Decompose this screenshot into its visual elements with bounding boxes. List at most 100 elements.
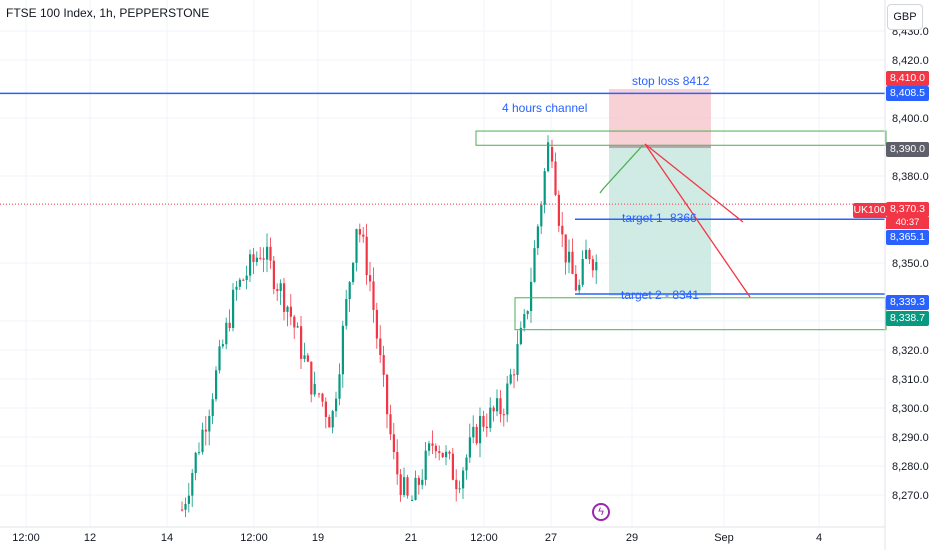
candle-body xyxy=(472,426,475,438)
candle-body xyxy=(386,374,389,415)
candle xyxy=(414,470,417,501)
candle xyxy=(417,475,420,495)
candle xyxy=(300,315,303,370)
candle-body xyxy=(595,262,598,271)
candle xyxy=(262,247,265,273)
candle xyxy=(255,251,258,266)
candle xyxy=(595,254,598,284)
candle xyxy=(421,469,424,490)
candle-body xyxy=(324,401,327,417)
candle xyxy=(568,239,571,274)
time-tick-label: 12 xyxy=(84,532,96,544)
candle xyxy=(225,317,228,350)
candle-body xyxy=(496,398,499,412)
candle-body xyxy=(462,470,465,489)
projection-down-line-2 xyxy=(644,143,751,298)
candle-body xyxy=(451,453,454,480)
candle xyxy=(465,454,468,480)
candle xyxy=(411,495,414,502)
candle xyxy=(331,409,334,434)
candle xyxy=(475,423,478,446)
candle xyxy=(286,305,289,327)
candle xyxy=(365,223,368,285)
candle-body xyxy=(561,225,564,235)
candle xyxy=(228,309,231,332)
candle xyxy=(428,440,431,456)
candle xyxy=(235,280,238,301)
time-tick-label: 12:00 xyxy=(240,532,268,544)
candle-body xyxy=(502,414,505,416)
candle xyxy=(547,135,550,173)
candle-body xyxy=(519,327,522,345)
price-tag-target-2: 8,339.3 xyxy=(886,295,929,310)
candle-body xyxy=(184,503,187,510)
target-1-label: target 1 -8366 xyxy=(622,211,697,225)
candle xyxy=(211,393,214,425)
candle-body xyxy=(365,236,368,276)
candle xyxy=(561,211,564,248)
candle xyxy=(245,265,248,290)
target-2-label: target 2 - 8341 xyxy=(621,288,699,302)
candle xyxy=(458,480,461,494)
candle-body xyxy=(588,249,591,260)
candle-body xyxy=(303,355,306,359)
candle xyxy=(564,234,567,275)
candle-body xyxy=(403,477,406,496)
candle xyxy=(431,430,434,455)
price-tick-label: 8,380.0 xyxy=(892,171,929,183)
candle-body xyxy=(540,204,543,227)
lightning-event-icon[interactable]: ϟ xyxy=(592,503,610,521)
candle-body xyxy=(335,398,338,412)
candle-body xyxy=(191,473,194,496)
candle-body xyxy=(543,171,546,205)
candle-body xyxy=(328,416,331,428)
price-tag-entry: 8,390.0 xyxy=(886,142,929,157)
currency-button[interactable]: GBP xyxy=(887,4,923,30)
candle-body xyxy=(355,229,358,263)
projection-down-line-1 xyxy=(644,143,744,223)
candle-body xyxy=(310,361,313,395)
price-tick-label: 8,420.0 xyxy=(892,55,929,67)
candle-body xyxy=(375,309,378,339)
time-axis: 12:00 12 14 12:00 19 21 12:00 27 29 Sep 4 xyxy=(0,526,885,544)
price-tick-label: 8,270.0 xyxy=(892,490,929,502)
candle-body xyxy=(293,316,296,328)
candle-body xyxy=(581,258,584,285)
candle xyxy=(266,233,269,273)
candle-body xyxy=(215,370,218,400)
candle xyxy=(574,264,577,292)
candle-body xyxy=(499,398,502,415)
time-tick-label: 29 xyxy=(626,532,638,544)
candle xyxy=(218,339,221,374)
candle xyxy=(445,445,448,466)
candle-body xyxy=(300,326,303,359)
candle xyxy=(455,469,458,502)
candle-body xyxy=(516,344,519,375)
stop-loss-label: stop loss 8412 xyxy=(632,74,710,88)
candle xyxy=(581,250,584,287)
candle xyxy=(516,330,519,382)
candle-body xyxy=(306,355,309,362)
candle xyxy=(482,410,485,432)
candle xyxy=(352,261,355,285)
candle-body xyxy=(458,488,461,490)
candle-body xyxy=(479,416,482,444)
candle-body xyxy=(492,407,495,412)
candle-body xyxy=(468,437,471,458)
candle-body xyxy=(228,322,231,328)
candle-body xyxy=(201,429,204,453)
candle xyxy=(375,302,378,349)
candle-body xyxy=(547,142,550,172)
candle xyxy=(554,152,557,197)
channel-lower-box xyxy=(514,297,887,331)
candle-body xyxy=(369,275,372,282)
candle xyxy=(438,445,441,461)
candle-body xyxy=(431,443,434,446)
candle xyxy=(382,345,385,387)
candle xyxy=(208,409,211,446)
candle-body xyxy=(509,374,512,384)
candle xyxy=(551,139,554,169)
candle xyxy=(328,414,331,428)
candle xyxy=(591,255,594,278)
